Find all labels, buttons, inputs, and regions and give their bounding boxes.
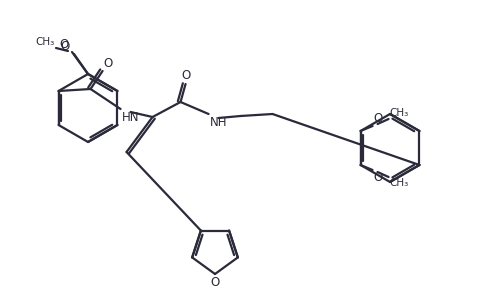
- Text: CH₃: CH₃: [36, 37, 55, 47]
- Text: O: O: [373, 112, 383, 125]
- Text: O: O: [104, 57, 113, 70]
- Text: O: O: [210, 276, 220, 289]
- Text: CH₃: CH₃: [389, 108, 409, 118]
- Text: O: O: [61, 40, 70, 53]
- Text: O: O: [373, 171, 383, 184]
- Text: O: O: [60, 38, 69, 51]
- Text: HN: HN: [122, 111, 139, 124]
- Text: NH: NH: [209, 116, 227, 129]
- Text: O: O: [181, 69, 190, 82]
- Text: CH₃: CH₃: [389, 178, 409, 188]
